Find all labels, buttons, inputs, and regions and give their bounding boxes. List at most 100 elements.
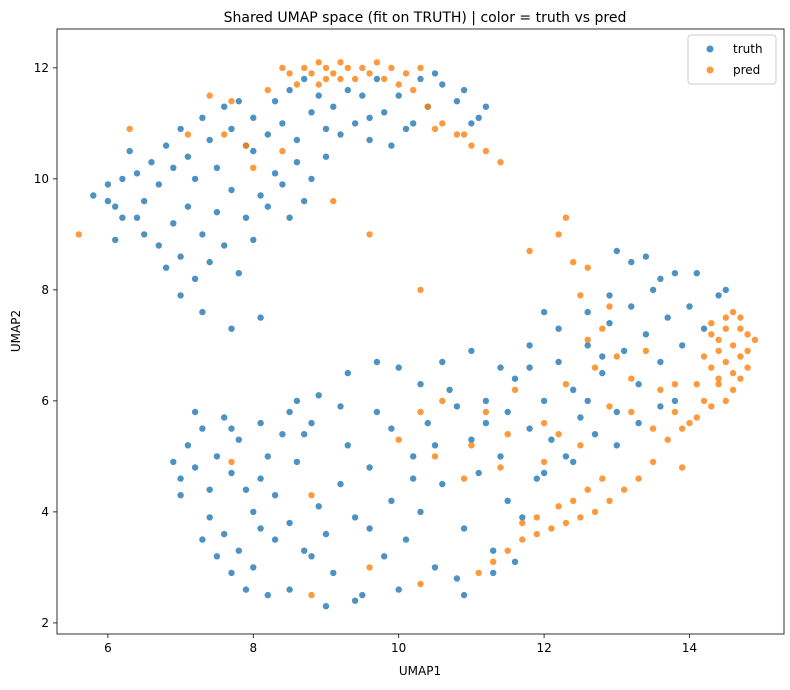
truth-point [366,136,373,144]
truth-point [431,70,439,77]
truth-point [330,569,337,577]
truth-point [235,270,242,277]
truth-point [126,147,133,155]
truth-point [213,209,221,216]
truth-point [693,270,700,277]
pred-point [519,536,526,543]
truth-point [242,486,250,493]
truth-point [191,275,199,282]
pred-point [628,375,635,382]
pred-point [744,347,751,355]
pred-point [410,86,417,94]
truth-point [482,103,490,110]
truth-point [439,480,446,488]
truth-point [242,214,250,221]
truth-point [679,342,686,349]
pred-point [708,364,715,371]
truth-point [555,325,562,332]
pred-point [642,347,650,355]
truth-point [540,308,548,316]
truth-point [133,170,141,177]
y-tick-label: 12 [34,61,49,75]
truth-point [104,181,112,188]
pred-point [279,64,286,72]
pred-point [533,514,540,521]
truth-point [620,347,628,355]
truth-point [671,270,679,277]
x-tick-label: 10 [391,641,406,655]
truth-point [410,120,417,127]
plot-frame [56,28,785,635]
truth-point [308,419,315,427]
truth-point [250,236,257,244]
pred-point [242,142,250,149]
truth-point [170,220,177,227]
truth-point [657,358,664,366]
truth-point [228,325,235,332]
pred-point [591,508,599,516]
truth-point [330,103,337,110]
truth-point [504,497,511,504]
pred-point [679,425,686,432]
pred-point [417,408,424,416]
truth-point [206,258,213,266]
pred-point [737,375,744,382]
truth-point [177,475,184,482]
pred-point [504,547,511,554]
pred-point [679,464,686,471]
truth-point [635,381,642,388]
pred-point [315,59,322,66]
truth-point [301,197,308,205]
pred-point [228,98,235,105]
pred-point [729,369,737,377]
pred-point [664,436,671,443]
truth-point [148,159,155,166]
truth-point [133,214,141,221]
truth-point [402,125,410,133]
pred-point [402,70,410,77]
truth-point [686,303,693,310]
truth-point [439,81,446,88]
truth-point [395,586,402,593]
truth-point [606,320,613,327]
x-tick-label: 12 [536,641,551,655]
truth-point [613,408,620,416]
pred-point [708,320,715,327]
pred-point [649,458,657,466]
truth-point [388,142,395,149]
pred-point [519,519,526,527]
truth-point [606,292,613,299]
pred-point [729,386,737,393]
pred-point [613,353,620,360]
pred-point [657,386,664,393]
pred-point [562,519,570,527]
truth-point [257,419,264,427]
pred-point [751,336,759,343]
truth-point [388,497,395,504]
pred-point [453,131,461,138]
truth-point [453,98,461,105]
pred-point [570,497,577,504]
truth-point [642,253,650,260]
truth-point [526,342,533,349]
pred-point [221,131,228,138]
pred-point [395,81,402,88]
truth-point [250,147,257,155]
truth-point [199,114,206,122]
truth-point [431,442,439,449]
truth-point [264,591,271,599]
truth-point [155,242,162,249]
pred-point [577,514,584,521]
truth-point [177,292,184,299]
truth-point [257,525,264,532]
truth-point [228,186,235,194]
pred-point [555,431,562,438]
truth-point [250,114,257,122]
truth-point [460,525,468,532]
truth-point [351,120,359,127]
truth-point [540,397,548,405]
pred-point [693,381,700,388]
pred-point [722,325,729,332]
pred-point [504,431,511,438]
pred-point [737,325,744,332]
